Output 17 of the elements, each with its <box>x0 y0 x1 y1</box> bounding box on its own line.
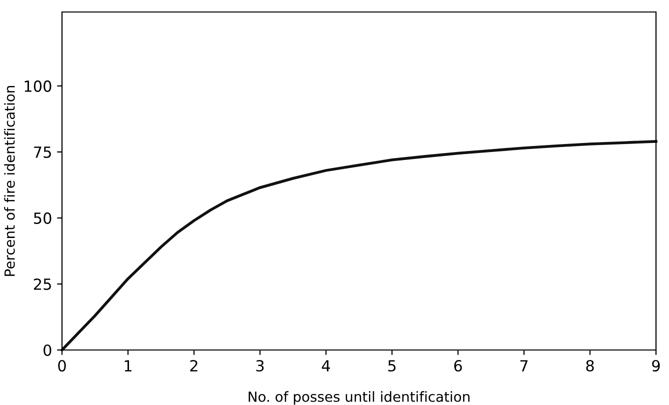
x-tick-label: 3 <box>256 360 264 372</box>
y-tick-label: 25 <box>34 278 51 290</box>
y-tick-label: 75 <box>34 146 51 158</box>
x-tick-label: 1 <box>124 360 132 372</box>
x-tick-label: 8 <box>586 360 594 372</box>
x-tick-label: 9 <box>652 360 660 372</box>
x-tick-label: 6 <box>454 360 462 372</box>
x-tick-label: 7 <box>520 360 528 372</box>
x-tick-label: 0 <box>58 360 66 372</box>
x-tick-label: 2 <box>190 360 198 372</box>
x-tick-label: 4 <box>322 360 330 372</box>
y-tick-label: 0 <box>44 344 52 356</box>
x-axis-title: No. of posses until identification <box>248 391 470 405</box>
y-axis-title: Percent of fire identification <box>4 86 15 276</box>
x-tick-label: 5 <box>388 360 396 372</box>
y-tick-label: 100 <box>24 80 52 92</box>
y-tick-label: 50 <box>34 212 52 224</box>
